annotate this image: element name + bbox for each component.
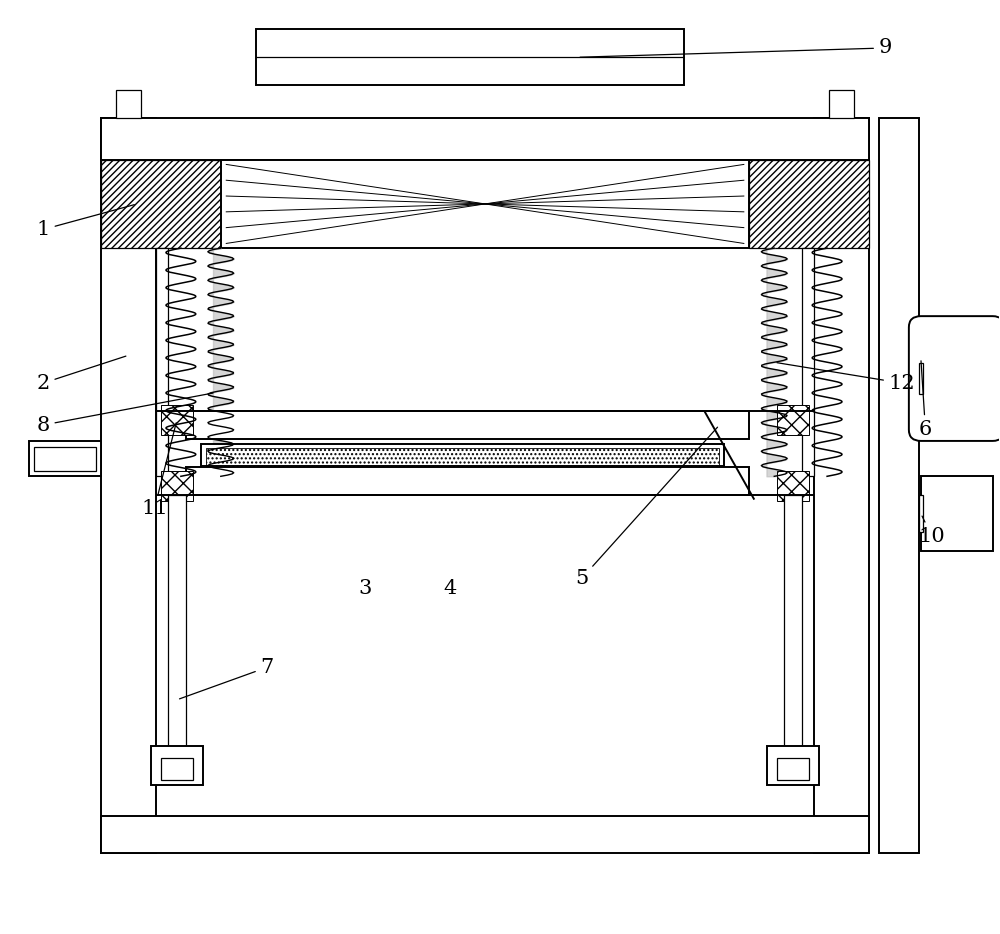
Text: 3: 3	[359, 579, 372, 598]
Bar	[116, 90, 141, 118]
Bar	[101, 118, 156, 854]
Bar	[161, 471, 193, 501]
Bar	[151, 746, 203, 785]
Bar	[101, 160, 221, 248]
Text: 2: 2	[36, 356, 126, 392]
Text: 8: 8	[36, 393, 213, 434]
Bar	[829, 90, 854, 118]
Bar	[186, 411, 749, 439]
Text: 11: 11	[141, 423, 176, 518]
Bar	[101, 816, 869, 854]
Bar	[802, 248, 814, 476]
Bar	[777, 471, 809, 501]
Bar	[879, 118, 919, 854]
FancyBboxPatch shape	[909, 316, 1000, 441]
Bar	[101, 118, 869, 160]
Bar	[814, 118, 869, 854]
Bar	[156, 248, 168, 476]
Bar	[34, 446, 96, 471]
Bar	[777, 757, 809, 780]
Bar	[161, 405, 193, 435]
Bar	[168, 495, 186, 746]
Bar	[767, 746, 819, 785]
Bar	[161, 757, 193, 780]
Bar	[749, 160, 869, 248]
Bar	[777, 405, 809, 435]
Text: 5: 5	[575, 427, 718, 588]
Bar	[221, 160, 749, 248]
Bar	[921, 476, 993, 551]
Text: 6: 6	[919, 361, 932, 439]
Text: 10: 10	[919, 517, 946, 546]
Bar	[206, 448, 719, 481]
Bar	[784, 495, 802, 746]
Bar	[919, 495, 923, 532]
Bar	[256, 29, 684, 85]
Text: 9: 9	[580, 38, 892, 58]
Bar	[29, 441, 101, 476]
Bar	[919, 363, 923, 394]
Text: 7: 7	[180, 658, 274, 699]
Text: 1: 1	[36, 205, 134, 239]
Text: 4: 4	[444, 579, 457, 598]
Text: 12: 12	[777, 362, 916, 392]
Bar	[186, 467, 749, 495]
Bar	[201, 444, 724, 486]
